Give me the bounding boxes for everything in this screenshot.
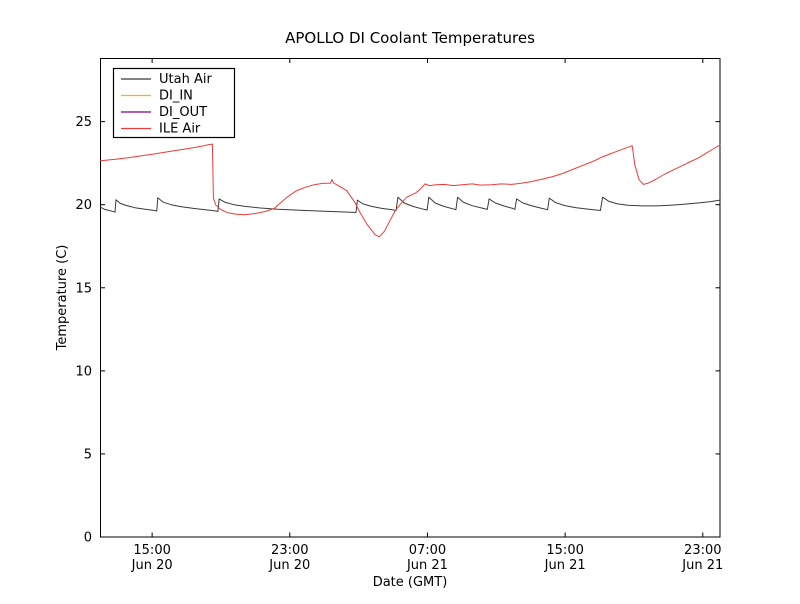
x-tick-time-label: 23:00 [271, 543, 308, 558]
y-tick-label: 0 [84, 531, 92, 546]
x-tick-time-label: 15:00 [133, 543, 170, 558]
x-axis-label: Date (GMT) [373, 575, 448, 590]
x-tick-time-label: 07:00 [409, 543, 446, 558]
x-tick-date-label: Jun 20 [131, 558, 173, 573]
x-tick-date-label: Jun 21 [681, 558, 723, 573]
legend-item-label-di-out: DI_OUT [159, 105, 207, 120]
y-tick-label: 15 [75, 281, 92, 296]
y-tick-label: 5 [84, 447, 92, 462]
x-tick-date-label: Jun 21 [406, 558, 448, 573]
y-axis-label: Temperature (C) [55, 245, 70, 352]
x-tick-time-label: 23:00 [684, 543, 721, 558]
legend-item-label-utah-air: Utah Air [159, 72, 212, 87]
legend-box [112, 67, 236, 139]
x-tick-date-label: Jun 20 [268, 558, 310, 573]
y-tick-label: 20 [75, 198, 92, 213]
plot-border [100, 58, 721, 538]
y-tick-label: 25 [75, 115, 92, 130]
x-tick-time-label: 15:00 [546, 543, 583, 558]
series-group [100, 143, 721, 238]
y-tick-label: 10 [75, 364, 92, 379]
x-tick-date-label: Jun 21 [544, 558, 586, 573]
legend-item-label-ile-air: ILE Air [159, 122, 201, 137]
series-line-ile-air [100, 143, 721, 238]
series-line-utah-air [100, 196, 721, 213]
legend-item-label-di-in: DI_IN [159, 89, 193, 104]
chart-title: APOLLO DI Coolant Temperatures [285, 29, 535, 47]
